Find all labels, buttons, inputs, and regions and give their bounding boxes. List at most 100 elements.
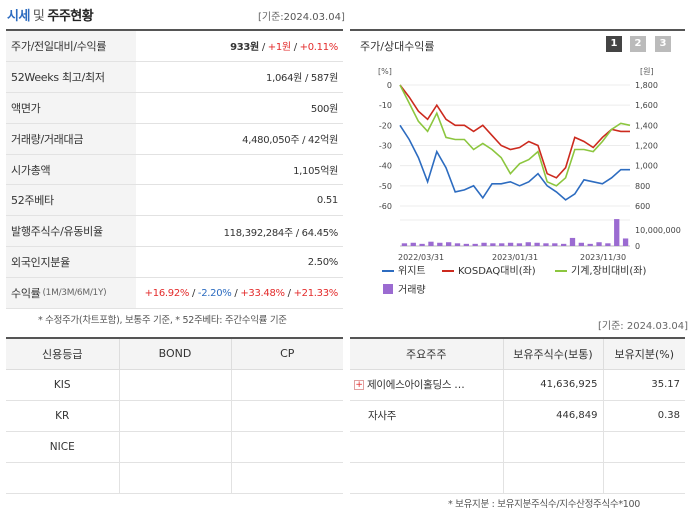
legend-label: 기계,장비대비(좌) [571,265,646,277]
holder-header-pct: 보유지분(%) [602,339,685,370]
holder-header-name: 주요주주 [350,339,503,370]
series-line-3 [399,84,631,187]
credit-agency: NICE [6,431,119,463]
right-tick-label: 1,200 [635,142,658,151]
credit-agency: KIS [6,369,119,401]
info-value: 1,105억원 [293,166,338,177]
volume-bar [499,243,505,246]
chart-page-2-button[interactable]: 2 [630,36,646,52]
info-row-beta: 52주베타 0.51 [6,185,343,217]
table-row: NICE [6,431,343,463]
right-tick-label: 800 [635,182,650,191]
chart-page-1-button[interactable]: 1 [606,36,622,52]
holder-pct: 0.38 [602,400,685,432]
volume-tick-label: 10,000,000 [635,226,681,235]
price-change: +1원 [267,42,291,54]
credit-header-cp: CP [230,339,343,370]
volume-bar [525,242,531,246]
table-row: KR [6,400,343,432]
info-label: 52Weeks 최고/최저 [6,61,136,92]
left-tick-label: -40 [379,162,392,171]
left-tick-label: -20 [379,121,392,130]
legend-swatch [383,284,393,294]
returns-label-sub: (1M/3M/6M/1Y) [42,288,107,299]
info-row-price: 주가/전일대비/수익률 933원 / +1원 / +0.11% [6,31,343,62]
chart-page-3-button[interactable]: 3 [655,36,671,52]
volume-bar [614,219,620,246]
info-value: 4,480,050주 / 42억원 [242,135,338,147]
info-row-shares: 발행주식수/유동비율 118,392,284주 / 64.45% [6,216,343,248]
credit-empty [6,462,119,494]
credit-header-rating: 신용등급 [6,339,119,370]
legend-label: KOSDAQ대비(좌) [458,265,536,277]
left-tick-label: -30 [379,142,392,151]
credit-cp [230,431,343,463]
x-tick-label: 2023/11/30 [580,253,626,262]
page-title: 시세 및 주주현황 [7,5,94,24]
info-row-market-cap: 시가총액 1,105억원 [6,154,343,186]
credit-rating-table: 신용등급 BOND CP KIS KR NICE [6,337,343,494]
credit-empty [118,462,231,494]
volume-bar [552,243,558,246]
right-tick-label: 1,000 [635,162,658,171]
info-label: 액면가 [6,92,136,123]
left-tick-label: -50 [379,182,392,191]
info-value: 933원 / +1원 / +0.11% [230,38,343,53]
holder-header-shares: 보유주식수(보통) [502,339,603,370]
info-value: 500원 [310,104,338,116]
info-row-52weeks: 52Weeks 최고/최저 1,064원 / 587원 [6,61,343,93]
volume-bar [561,243,567,246]
right-tick-label: 1,800 [635,81,658,90]
holder-shares: 41,636,925 [502,369,603,401]
title-rest: 주주현황 [47,9,94,24]
right-tick-label: 600 [635,202,650,211]
left-tick-label: -60 [379,202,392,211]
series-line-1 [399,124,630,201]
holder-empty [350,462,503,494]
basis-close: ] [340,12,345,23]
table-row: + 제이에스아이홀딩스 … 41,636,925 35.17 [350,369,685,401]
return-1y: +21.33% [293,287,339,299]
credit-bond [118,400,231,432]
info-value: 2.50% [307,256,339,268]
holder-shares: 446,849 [502,400,603,432]
volume-bar [622,238,629,246]
volume-bar [463,243,469,246]
basis-date: 2024.03.04 [283,12,341,23]
volume-bar [410,242,416,246]
basis-date-mid: [기준: 2024.03.04] [598,321,689,332]
table-row [6,462,343,494]
chart-title: 주가/상대수익률 [360,40,435,53]
info-label: 52주베타 [6,185,136,216]
info-value: 118,392,284주 / 64.45% [223,227,339,239]
credit-cp [230,369,343,401]
volume-bar [490,243,496,246]
legend-label: 거래량 [398,284,426,296]
stock-info-table: 주가/전일대비/수익률 933원 / +1원 / +0.11% 52Weeks … [6,29,343,310]
basis-label: [기준: [258,12,284,23]
right-tick-label: 1,400 [635,121,658,130]
volume-bar [446,242,452,246]
holders-note: * 보유지분 : 보유지분주식수/지수산정주식수*100 [448,499,641,510]
expand-plus-icon[interactable]: + [354,380,364,390]
return-6m: +33.48% [240,287,285,299]
holder-empty [350,431,503,463]
right-tick-label: 1,600 [635,101,658,110]
volume-bar [481,242,487,246]
price-value: 933원 [230,42,259,54]
holder-name[interactable]: 제이에스아이홀딩스 … [367,379,465,391]
volume-bar [454,243,461,246]
info-row-returns: 수익률 (1M/3M/6M/1Y) +16.92% / -2.20% / +33.… [6,278,343,310]
basis-date-top: [기준:2024.03.04] [258,8,345,23]
series-line-2 [399,84,630,179]
volume-bar [401,243,408,246]
credit-bond [118,431,231,463]
info-note: * 수정주가(차트포함), 보통주 기준, * 52주베타: 주간수익률 기준 [38,315,287,326]
legend-label: 위지트 [398,264,426,277]
title-accent: 시세 [7,9,30,24]
left-axis-unit: [%] [378,67,392,76]
credit-empty [230,462,343,494]
separator: / [290,42,300,54]
return-3m: -2.20% [197,287,232,299]
info-value: 0.51 [316,194,338,206]
